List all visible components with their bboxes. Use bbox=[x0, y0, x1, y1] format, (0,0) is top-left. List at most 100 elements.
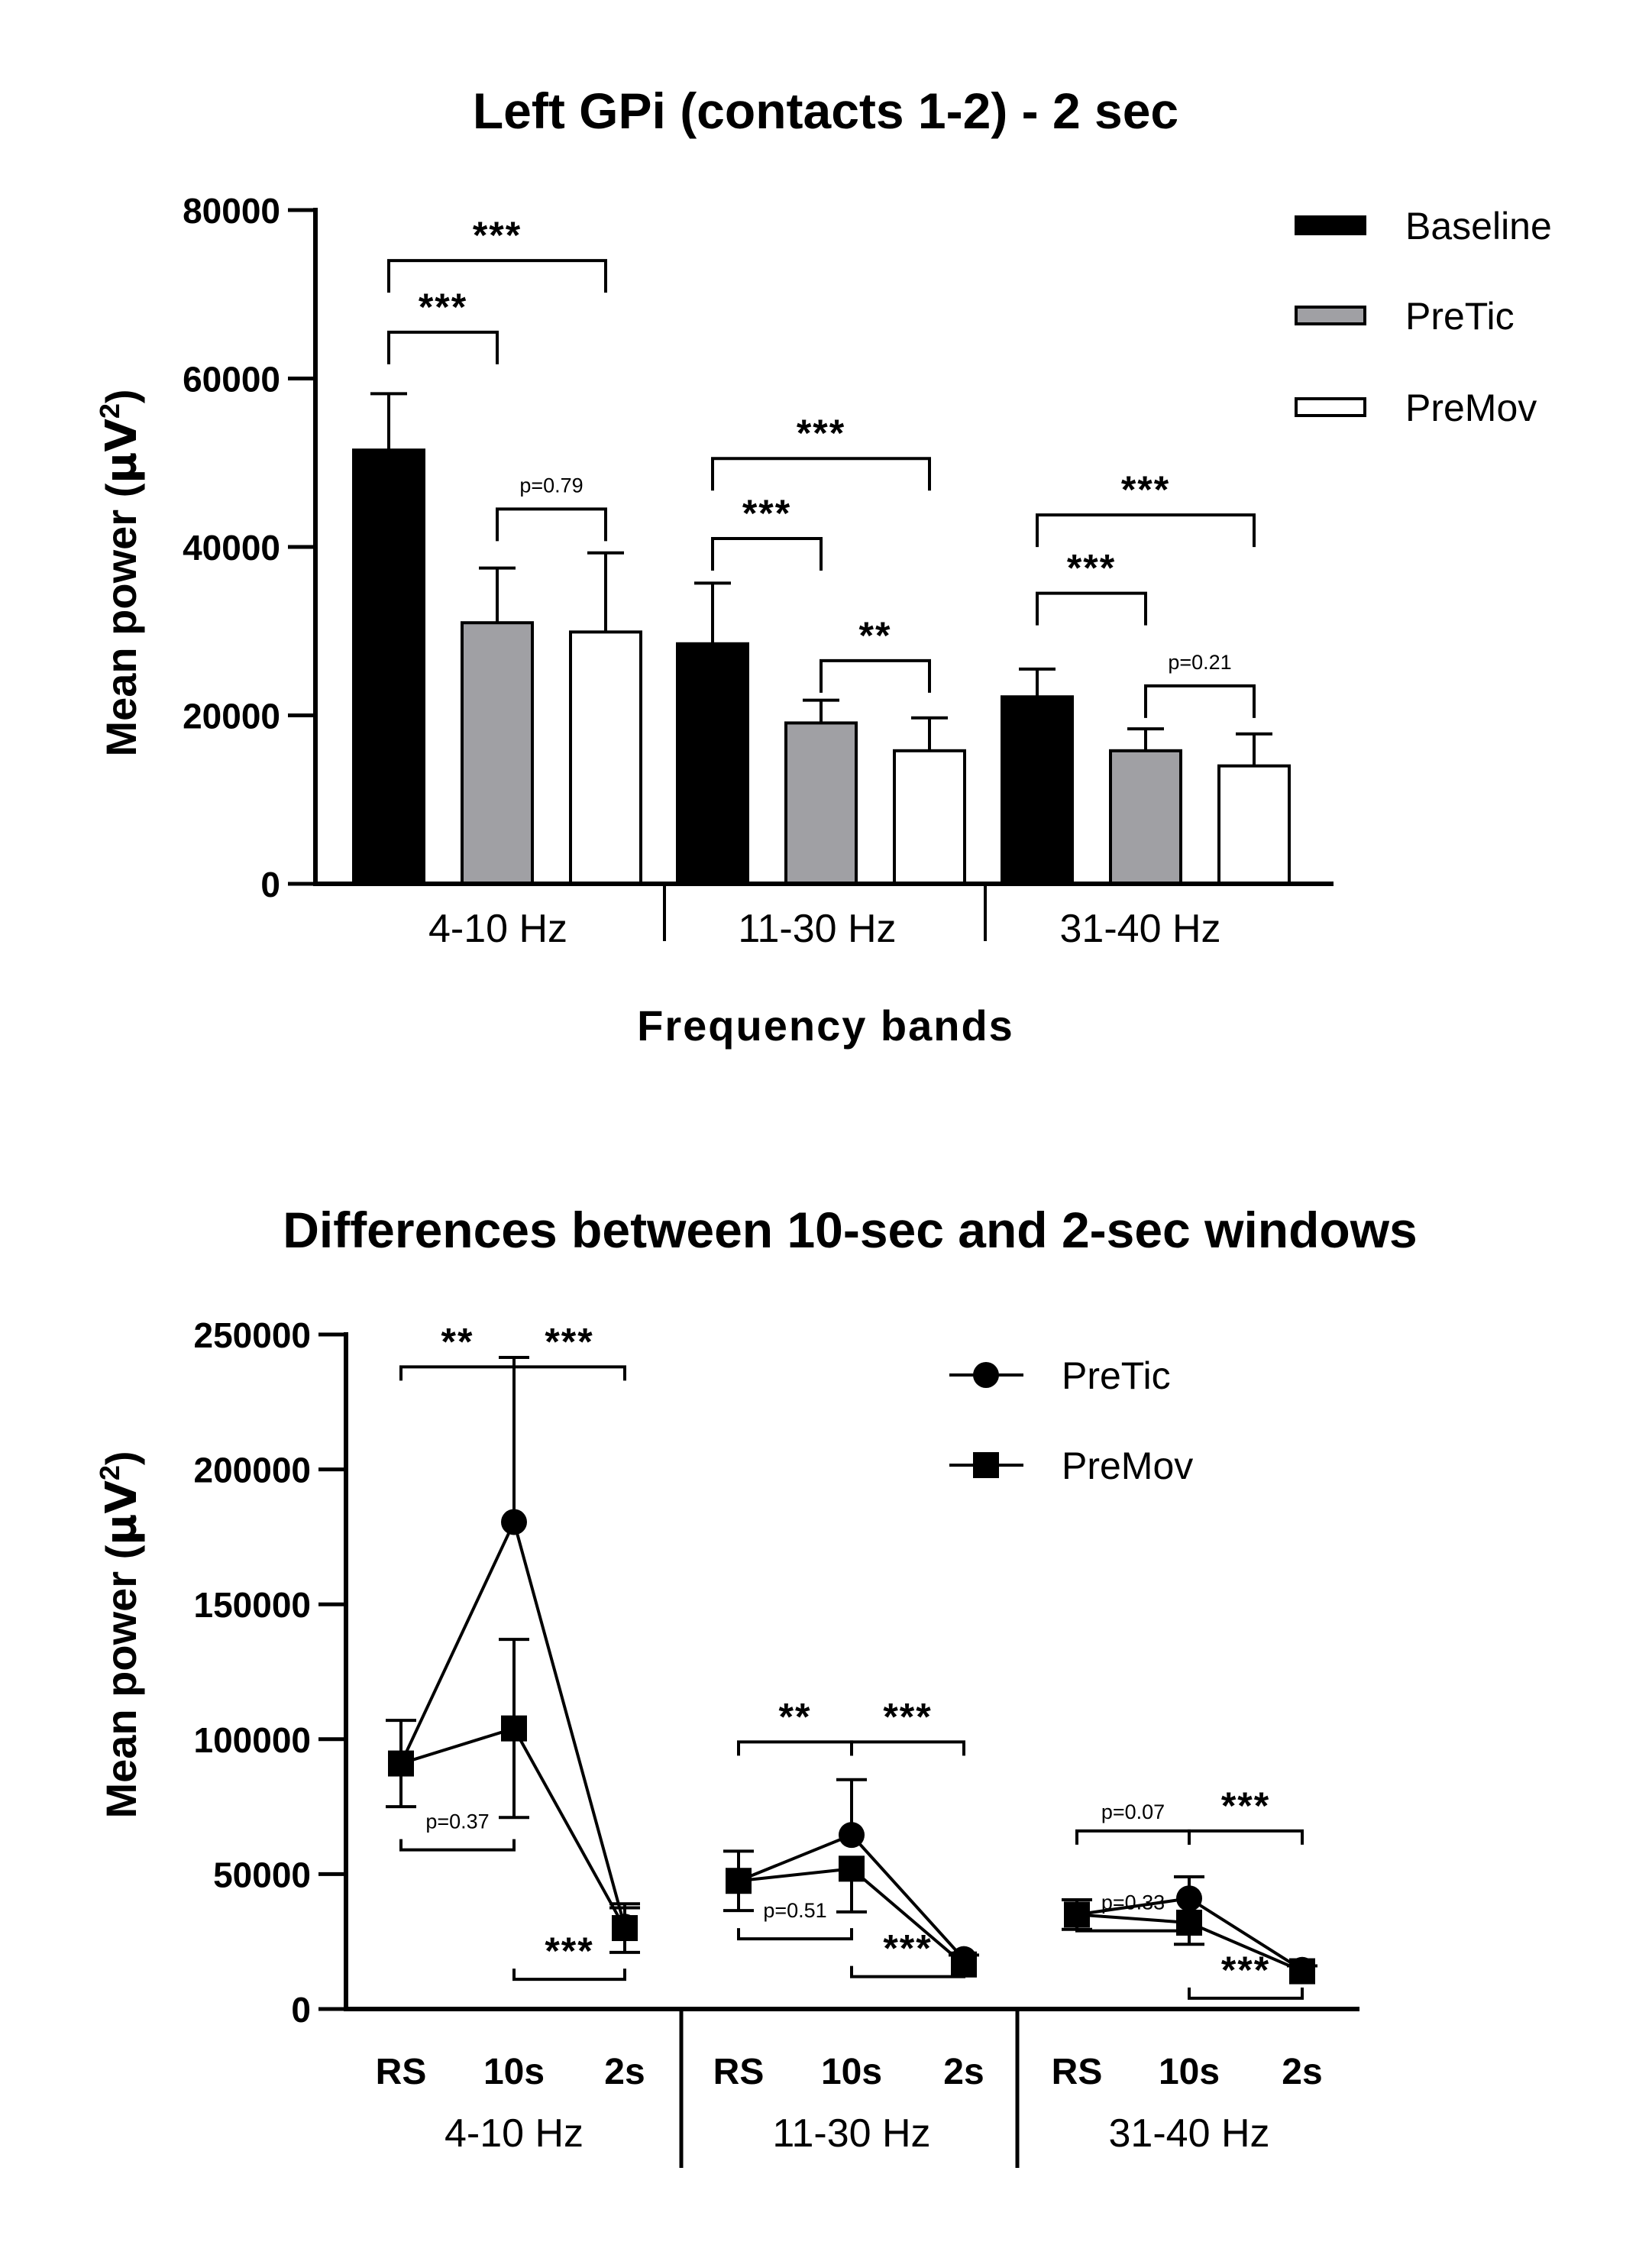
y-tick-label: 40000 bbox=[183, 528, 280, 568]
legend-label-pretic: PreTic bbox=[1405, 295, 1515, 338]
significance-bracket bbox=[737, 1740, 853, 1756]
y-tick-label: 0 bbox=[291, 1990, 311, 2030]
point-pretic-31-40-hz-10s bbox=[1176, 1885, 1202, 1912]
legend-label-premov: PreMov bbox=[1405, 387, 1537, 429]
bar-pretic-11-30-hz bbox=[784, 721, 858, 885]
significance-label: ** bbox=[859, 614, 892, 657]
significance-bracket bbox=[1036, 591, 1147, 626]
x-tick-label: 2s bbox=[604, 2052, 645, 2092]
x-tick-label: 2s bbox=[943, 2052, 984, 2092]
bar-chart-x-axis-label: Frequency bands bbox=[637, 1001, 1014, 1050]
significance-bracket bbox=[711, 536, 823, 571]
legend-swatch-baseline bbox=[1295, 215, 1366, 235]
significance-label: p=0.51 bbox=[763, 1899, 826, 1922]
group-label-4-10-hz: 4-10 Hz bbox=[445, 2111, 584, 2156]
point-premov-4-10-hz-10s bbox=[501, 1715, 527, 1742]
significance-bracket bbox=[512, 1365, 626, 1381]
significance-label: *** bbox=[883, 1695, 932, 1738]
significance-label: *** bbox=[419, 286, 467, 328]
category-label-31-40-hz: 31-40 Hz bbox=[1060, 907, 1221, 951]
significance-label: p=0.07 bbox=[1101, 1800, 1165, 1823]
significance-bracket bbox=[820, 658, 931, 693]
legend-swatch-premov bbox=[1295, 397, 1366, 417]
point-premov-31-40-hz-2s bbox=[1289, 1958, 1315, 1985]
bar-pretic-4-10-hz bbox=[461, 621, 534, 885]
y-tick-label: 100000 bbox=[194, 1720, 312, 1760]
bar-baseline-31-40-hz bbox=[1001, 695, 1074, 885]
significance-bracket bbox=[1188, 1829, 1304, 1845]
legend-marker-premov bbox=[973, 1452, 999, 1478]
significance-label: p=0.21 bbox=[1168, 651, 1231, 674]
y-tick-label: 60000 bbox=[183, 360, 280, 400]
significance-label: *** bbox=[883, 1927, 932, 1970]
point-premov-4-10-hz-rs bbox=[388, 1750, 414, 1777]
bar-chart-y-axis-label: Mean power (µV2) bbox=[94, 389, 147, 756]
significance-label: *** bbox=[473, 214, 522, 257]
group-label-31-40-hz: 31-40 Hz bbox=[1109, 2111, 1270, 2156]
significance-bracket bbox=[1036, 513, 1256, 548]
significance-bracket bbox=[387, 330, 499, 364]
category-label-4-10-hz: 4-10 Hz bbox=[428, 907, 567, 951]
x-tick-label: 10s bbox=[483, 2052, 545, 2092]
line-chart-y-axis-label: Mean power (µV2) bbox=[94, 1451, 147, 1818]
legend-label-premov: PreMov bbox=[1062, 1445, 1193, 1487]
significance-label: p=0.79 bbox=[519, 474, 583, 497]
category-label-11-30-hz: 11-30 Hz bbox=[738, 907, 896, 951]
significance-label: *** bbox=[545, 1930, 593, 1972]
significance-bracket bbox=[850, 1740, 965, 1756]
point-premov-4-10-hz-2s bbox=[612, 1915, 638, 1942]
significance-label: *** bbox=[1067, 547, 1116, 590]
significance-label: *** bbox=[797, 412, 845, 455]
x-tick-label: 10s bbox=[821, 2052, 882, 2092]
point-pretic-4-10-hz-10s bbox=[501, 1509, 527, 1535]
significance-bracket bbox=[737, 1928, 853, 1941]
point-pretic-11-30-hz-10s bbox=[839, 1822, 865, 1849]
significance-bracket bbox=[1188, 1987, 1304, 2000]
bar-chart-title: Left GPi (contacts 1-2) - 2 sec bbox=[473, 82, 1178, 139]
significance-bracket bbox=[850, 1965, 965, 1978]
significance-bracket bbox=[496, 507, 607, 542]
significance-label: *** bbox=[1221, 1949, 1270, 1991]
significance-label: ** bbox=[441, 1320, 474, 1363]
significance-bracket bbox=[512, 1969, 626, 1982]
bar-baseline-4-10-hz bbox=[352, 448, 425, 885]
x-tick-label: 10s bbox=[1159, 2052, 1220, 2092]
bar-premov-31-40-hz bbox=[1217, 764, 1291, 886]
point-premov-11-30-hz-10s bbox=[839, 1855, 865, 1882]
bar-chart-panel: Left GPi (contacts 1-2) - 2 sec Mean pow… bbox=[94, 82, 1552, 1050]
x-tick-label: RS bbox=[713, 2052, 765, 2092]
significance-bracket bbox=[711, 457, 931, 491]
significance-label: *** bbox=[545, 1320, 593, 1363]
significance-label: *** bbox=[1221, 1784, 1270, 1827]
significance-label: p=0.33 bbox=[1101, 1891, 1165, 1914]
y-tick-label: 0 bbox=[260, 865, 280, 904]
bar-premov-4-10-hz bbox=[569, 630, 642, 885]
y-tick-label: 80000 bbox=[183, 191, 280, 231]
x-tick-label: RS bbox=[376, 2052, 427, 2092]
x-tick-label: 2s bbox=[1282, 2052, 1322, 2092]
legend-marker-pretic bbox=[973, 1362, 999, 1388]
line-chart-panel: Differences between 10-sec and 2-sec win… bbox=[94, 1202, 1418, 2168]
significance-bracket bbox=[1075, 1829, 1191, 1845]
bar-baseline-11-30-hz bbox=[676, 642, 749, 885]
y-tick-label: 150000 bbox=[194, 1585, 312, 1625]
significance-label: *** bbox=[742, 492, 791, 535]
legend-label-baseline: Baseline bbox=[1405, 205, 1552, 247]
line-chart-title: Differences between 10-sec and 2-sec win… bbox=[283, 1202, 1418, 1258]
significance-bracket bbox=[399, 1839, 516, 1852]
significance-label: p=0.37 bbox=[425, 1810, 489, 1833]
significance-bracket bbox=[387, 259, 607, 293]
significance-label: ** bbox=[779, 1695, 812, 1738]
bar-premov-11-30-hz bbox=[893, 749, 966, 885]
y-tick-label: 200000 bbox=[194, 1451, 312, 1490]
y-tick-label: 250000 bbox=[194, 1315, 312, 1355]
legend-swatch-pretic bbox=[1295, 306, 1366, 325]
significance-bracket bbox=[1144, 684, 1256, 718]
y-tick-label: 50000 bbox=[213, 1855, 311, 1894]
group-label-11-30-hz: 11-30 Hz bbox=[772, 2111, 930, 2156]
bar-pretic-31-40-hz bbox=[1109, 749, 1182, 885]
significance-bracket bbox=[1075, 1920, 1191, 1933]
y-tick-label: 20000 bbox=[183, 697, 280, 736]
significance-bracket bbox=[399, 1365, 516, 1381]
